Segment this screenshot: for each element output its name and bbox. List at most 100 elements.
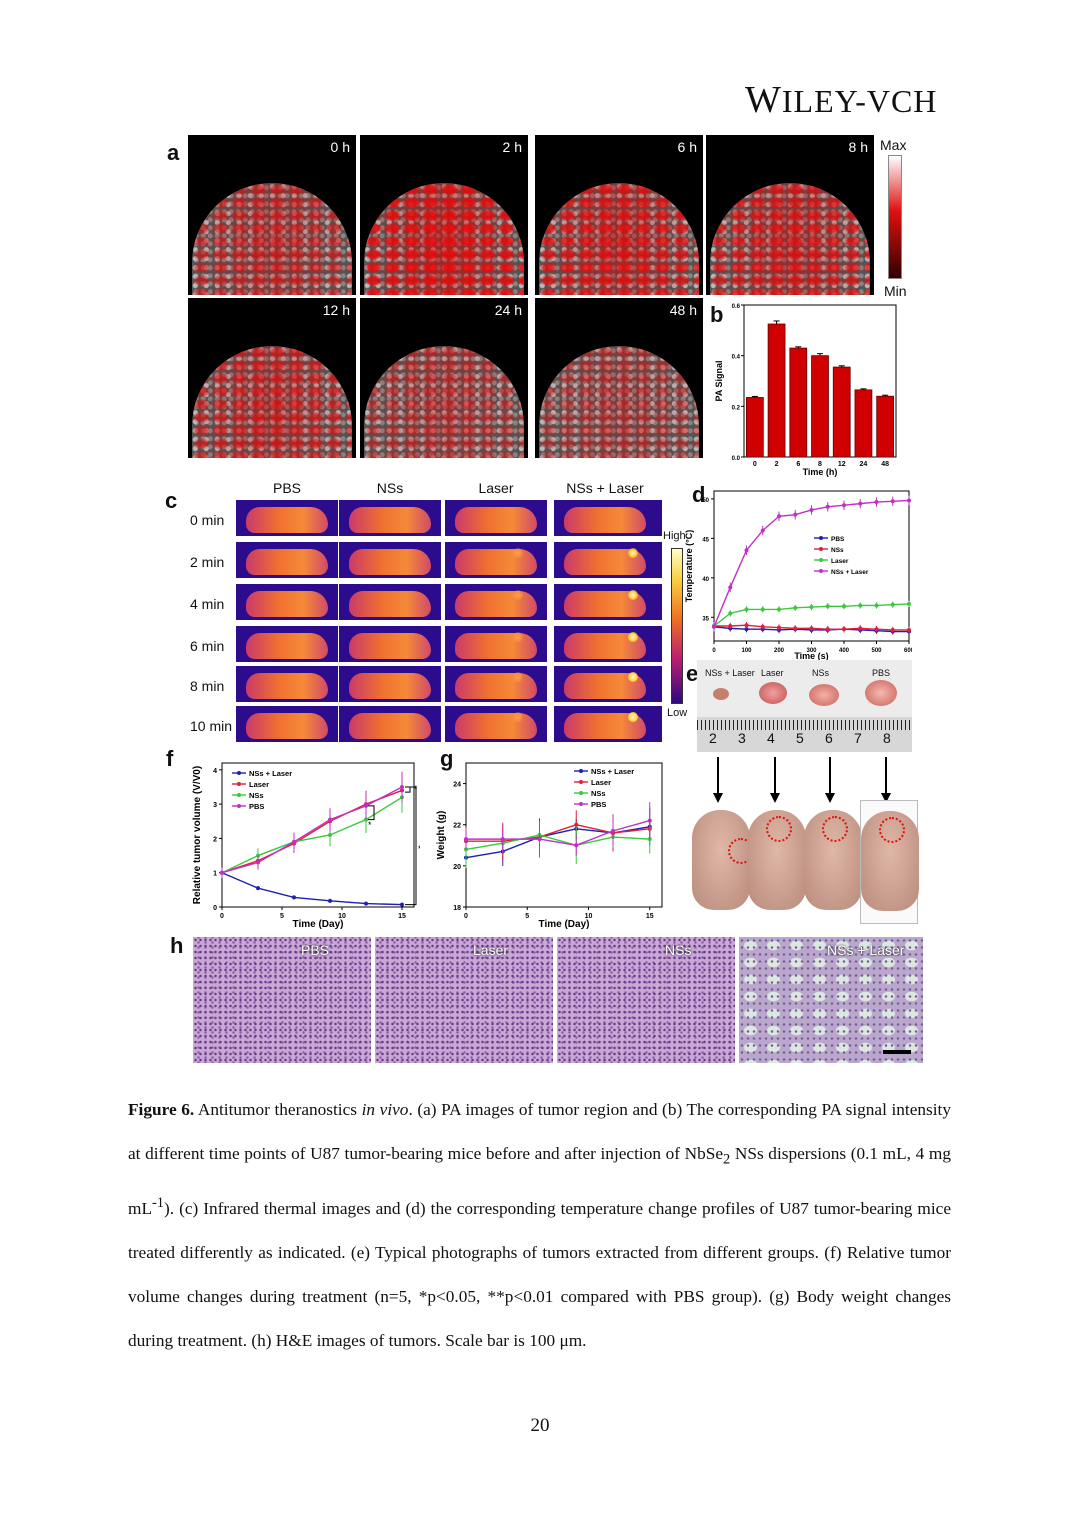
- x-tick-label: 400: [839, 648, 850, 654]
- x-tick-label: 5: [525, 913, 529, 920]
- data-point: [400, 902, 404, 907]
- caption-text-3: NSs dispersions (0.1 mL, 4 mg mL: [128, 1144, 951, 1219]
- x-axis-label: Time (Day): [539, 919, 590, 930]
- ir-image: [236, 584, 338, 620]
- ir-image: [554, 584, 662, 620]
- pa-time-label: 24 h: [494, 302, 522, 318]
- legend-marker: [579, 791, 583, 795]
- ir-hot-spot: [513, 548, 523, 558]
- ir-row-label: 4 min: [190, 596, 225, 612]
- ir-mouse-body: [455, 633, 537, 659]
- pa-signal-overlay: [539, 346, 699, 458]
- pa-image-1: 2 h: [360, 135, 528, 295]
- data-point: [842, 604, 846, 609]
- caption-italic: in vivo: [361, 1100, 409, 1119]
- legend-entry: NSs + Laser: [591, 767, 634, 776]
- he-label-nss: NSs: [665, 942, 692, 958]
- y-tick-label: 18: [453, 905, 461, 912]
- panel-label-e: e: [686, 661, 699, 686]
- ir-hot-spot: [513, 632, 523, 642]
- tumor-label-pbs: PBS: [872, 668, 891, 678]
- x-tick-label: 500: [871, 648, 882, 654]
- legend-marker: [237, 793, 241, 797]
- ir-mouse-body: [349, 591, 431, 617]
- ir-image: [554, 666, 662, 702]
- y-axis-label: PA Signal: [714, 360, 724, 401]
- pa-time-label: 48 h: [669, 302, 697, 318]
- x-axis-label: Time (h): [803, 467, 838, 477]
- y-axis-label: Relative tumor volume (V/V0): [192, 766, 203, 904]
- ir-mouse-body: [246, 507, 328, 533]
- plot-frame: [221, 762, 415, 908]
- chart-f-tumor-volume: 0 5 10 15 0 1 2 3 4 Time (Day) Relative tumor volu…: [192, 762, 420, 930]
- data-point: [825, 627, 830, 632]
- tumor-pbs: [865, 680, 897, 706]
- y-tick-label: 0.4: [732, 355, 741, 361]
- series-line-pbs: [221, 786, 403, 874]
- data-point: [537, 837, 542, 842]
- data-point: [907, 627, 911, 632]
- ir-mouse-body: [455, 673, 537, 699]
- pa-tumor-section: [539, 346, 699, 458]
- data-point: [464, 847, 468, 852]
- tumor-laser: [759, 682, 787, 704]
- legend-entry: PBS: [831, 536, 845, 543]
- x-tick-label: 6: [796, 461, 800, 468]
- data-point: [744, 607, 749, 612]
- data-point: [777, 607, 781, 612]
- data-point: [777, 514, 781, 519]
- ir-mouse-body: [455, 507, 537, 533]
- legend-marker: [579, 769, 583, 773]
- data-point: [728, 611, 733, 616]
- significance-bracket: [405, 786, 411, 793]
- bar-48h: [876, 395, 895, 458]
- data-point: [825, 504, 830, 509]
- panel-label-h: h: [170, 933, 184, 958]
- pa-scale-max: Max: [880, 137, 907, 153]
- ir-row-label: 2 min: [190, 554, 225, 570]
- he-image-nss: NSs: [557, 937, 735, 1063]
- ir-mouse-body: [349, 507, 431, 533]
- page-number: 20: [530, 1415, 550, 1436]
- data-point: [728, 624, 733, 628]
- legend-marker: [579, 802, 583, 806]
- y-tick-label: 4: [213, 768, 217, 775]
- data-point: [874, 603, 879, 608]
- arrow-head: [713, 793, 723, 803]
- ir-image: [339, 584, 441, 620]
- data-point: [328, 898, 332, 903]
- arrow-head: [770, 793, 780, 803]
- x-tick-label: 2: [775, 461, 779, 468]
- bar-8h: [811, 355, 829, 458]
- ir-row-label: 10 min: [190, 718, 233, 734]
- he-label-laser: Laser: [473, 942, 509, 958]
- y-tick-label: 50: [702, 498, 709, 504]
- ir-mouse-body: [349, 633, 431, 659]
- ir-hot-spot: [513, 590, 523, 600]
- pa-signal-overlay: [192, 346, 352, 458]
- x-tick-label: 0: [464, 913, 468, 920]
- y-tick-label: 1: [213, 871, 217, 878]
- figure-caption: Figure 6. Antitumor theranostics in vivo…: [128, 1088, 951, 1363]
- ir-image: [236, 542, 338, 578]
- y-tick-label: 0: [213, 905, 217, 912]
- pa-signal-overlay: [192, 183, 352, 295]
- x-tick-label: 600: [904, 648, 912, 654]
- ir-row-label: 6 min: [190, 638, 225, 654]
- x-tick-label: 5: [280, 913, 284, 920]
- he-label-nss-laser: NSs + Laser: [827, 942, 905, 958]
- mouse-photo: [860, 800, 919, 924]
- data-point: [809, 626, 814, 631]
- arrows-to-mice: [713, 757, 891, 803]
- data-point: [364, 901, 368, 906]
- ruler-number: 8: [883, 730, 891, 746]
- pa-image-5: 24 h: [360, 298, 528, 458]
- data-point: [760, 624, 765, 629]
- data-point: [364, 817, 368, 822]
- legend-marker: [237, 804, 241, 808]
- wiley-vch-logo: WILEY-VCH: [745, 79, 938, 121]
- legend-entry: Laser: [831, 558, 849, 565]
- panel-label-g: g: [440, 746, 454, 771]
- data-point: [793, 605, 798, 610]
- data-point: [777, 625, 781, 630]
